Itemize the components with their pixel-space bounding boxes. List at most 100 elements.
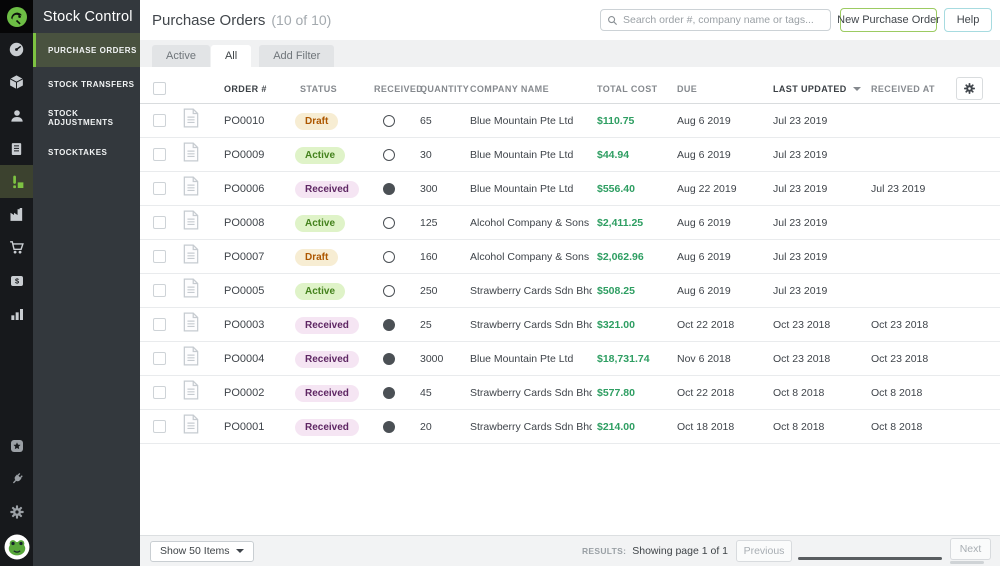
rail-item-stock-control[interactable] — [0, 165, 33, 198]
table-body: PO0010 Draft 65 Blue Mountain Pte Ltd $1… — [140, 104, 1000, 444]
tab-active[interactable]: Active — [152, 45, 210, 67]
sell-register-icon — [11, 142, 22, 155]
select-all-checkbox[interactable] — [153, 82, 166, 95]
col-header-quantity[interactable]: QUANTITY — [420, 83, 470, 94]
row-checkbox[interactable] — [153, 318, 166, 331]
show-items-dropdown[interactable]: Show 50 Items — [150, 540, 255, 562]
table-row[interactable]: PO0005 Active 250 Strawberry Cards Sdn B… — [140, 274, 1000, 308]
document-icon — [183, 108, 199, 128]
col-header-order[interactable]: ORDER # — [224, 83, 267, 94]
table-row[interactable]: PO0007 Draft 160 Alcohol Company & Sons … — [140, 240, 1000, 274]
rail-item-apps[interactable] — [0, 429, 33, 462]
received-indicator — [383, 420, 395, 433]
horizontal-scrollbar-thumb[interactable] — [798, 556, 942, 560]
total-cost-value: $110.75 — [597, 114, 635, 127]
rail-item-sell[interactable] — [0, 132, 33, 165]
table-row[interactable]: PO0004 Received 3000 Blue Mountain Pte L… — [140, 342, 1000, 376]
status-badge: Received — [295, 419, 359, 436]
due-date: Oct 18 2018 — [677, 420, 735, 433]
table-row[interactable]: PO0003 Received 25 Strawberry Cards Sdn … — [140, 308, 1000, 342]
sidebar-item-stocktakes[interactable]: STOCKTAKES — [48, 147, 108, 157]
table-row[interactable]: PO0009 Active 30 Blue Mountain Pte Ltd $… — [140, 138, 1000, 172]
row-checkbox[interactable] — [153, 182, 166, 195]
purchase-cart-icon — [10, 241, 24, 254]
quantity-value: 3000 — [420, 352, 444, 365]
rail-item-reports[interactable] — [0, 297, 33, 330]
column-settings-button[interactable] — [956, 77, 983, 100]
received-indicator — [383, 182, 395, 195]
row-checkbox[interactable] — [153, 216, 166, 229]
results-text: Showing page 1 of 1 — [632, 545, 728, 557]
last-updated-date: Jul 23 2019 — [773, 216, 828, 229]
row-checkbox[interactable] — [153, 114, 166, 127]
received-indicator — [383, 352, 395, 365]
table-row[interactable]: PO0001 Received 20 Strawberry Cards Sdn … — [140, 410, 1000, 444]
sidebar-item-stock-adjustments[interactable]: STOCK ADJUSTMENTS — [48, 109, 114, 127]
last-updated-date: Oct 23 2018 — [773, 318, 831, 331]
vend-logo[interactable] — [0, 0, 33, 33]
col-header-total-cost[interactable]: TOTAL COST — [597, 83, 658, 94]
sidebar-item-stock-transfers[interactable]: STOCK TRANSFERS — [48, 79, 135, 89]
table-header-row: ORDER # STATUS RECEIVED QUANTITY COMPANY… — [140, 74, 1000, 104]
rail-item-customers[interactable] — [0, 99, 33, 132]
user-avatar[interactable] — [0, 528, 33, 566]
company-name: Strawberry Cards Sdn Bhd — [470, 386, 592, 399]
col-header-received-at[interactable]: RECEIVED AT — [871, 83, 935, 94]
rail-item-products[interactable] — [0, 66, 33, 99]
document-icon — [183, 244, 199, 264]
row-checkbox[interactable] — [153, 386, 166, 399]
document-icon — [183, 346, 199, 366]
total-cost-value: $556.40 — [597, 182, 635, 195]
add-filter-button[interactable]: Add Filter — [259, 45, 335, 67]
received-at-date: Oct 8 2018 — [871, 420, 923, 433]
received-indicator — [383, 318, 395, 331]
order-number: PO0005 — [224, 284, 265, 297]
page-count: (10 of 10) — [271, 12, 332, 28]
rail-item-settings[interactable] — [0, 495, 33, 528]
row-checkbox[interactable] — [153, 352, 166, 365]
sidebar-item-purchase-orders[interactable]: PURCHASE ORDERS — [33, 33, 140, 67]
row-checkbox[interactable] — [153, 250, 166, 263]
help-button[interactable]: Help — [944, 8, 992, 32]
status-badge: Received — [295, 181, 359, 198]
rail-item-integrations[interactable] — [0, 462, 33, 495]
received-at-date: Jul 23 2019 — [871, 182, 926, 195]
next-page-button[interactable]: Next — [950, 538, 991, 560]
quantity-value: 30 — [420, 148, 432, 161]
row-checkbox[interactable] — [153, 148, 166, 161]
col-header-company[interactable]: COMPANY NAME — [470, 83, 549, 94]
quantity-value: 125 — [420, 216, 438, 229]
col-header-status[interactable]: STATUS — [300, 83, 338, 94]
tab-strip: Active All Add Filter — [140, 40, 1000, 67]
rail-item-manufacturing[interactable] — [0, 198, 33, 231]
row-checkbox[interactable] — [153, 284, 166, 297]
sidebar-title: Stock Control — [43, 8, 133, 25]
company-name: Alcohol Company & Sons — [470, 250, 590, 263]
purchase-orders-table: ORDER # STATUS RECEIVED QUANTITY COMPANY… — [140, 67, 1000, 444]
col-header-received[interactable]: RECEIVED — [374, 83, 424, 94]
rail-item-dashboard[interactable] — [0, 33, 33, 66]
fine-print — [949, 561, 984, 564]
col-header-last-updated[interactable]: LAST UPDATED — [768, 84, 866, 94]
table-row[interactable]: PO0006 Received 300 Blue Mountain Pte Lt… — [140, 172, 1000, 206]
table-row[interactable]: PO0010 Draft 65 Blue Mountain Pte Ltd $1… — [140, 104, 1000, 138]
company-name: Strawberry Cards Sdn Bhd — [470, 284, 592, 297]
dashboard-gauge-icon — [9, 42, 24, 57]
previous-page-button[interactable]: Previous — [736, 540, 792, 562]
last-updated-date: Jul 23 2019 — [773, 114, 828, 127]
due-date: Aug 6 2019 — [677, 114, 731, 127]
quantity-value: 20 — [420, 420, 432, 433]
table-row[interactable]: PO0008 Active 125 Alcohol Company & Sons… — [140, 206, 1000, 240]
rail-item-money[interactable]: $ — [0, 264, 33, 297]
new-purchase-order-button[interactable]: New Purchase Order — [837, 8, 940, 32]
order-number: PO0003 — [224, 318, 265, 331]
row-checkbox[interactable] — [153, 420, 166, 433]
due-date: Oct 22 2018 — [677, 318, 735, 331]
rail-item-purchase[interactable] — [0, 231, 33, 264]
due-date: Aug 6 2019 — [677, 216, 731, 229]
search-input[interactable] — [623, 14, 824, 26]
tab-all[interactable]: All — [210, 45, 252, 67]
table-row[interactable]: PO0002 Received 45 Strawberry Cards Sdn … — [140, 376, 1000, 410]
col-header-due[interactable]: DUE — [677, 83, 698, 94]
